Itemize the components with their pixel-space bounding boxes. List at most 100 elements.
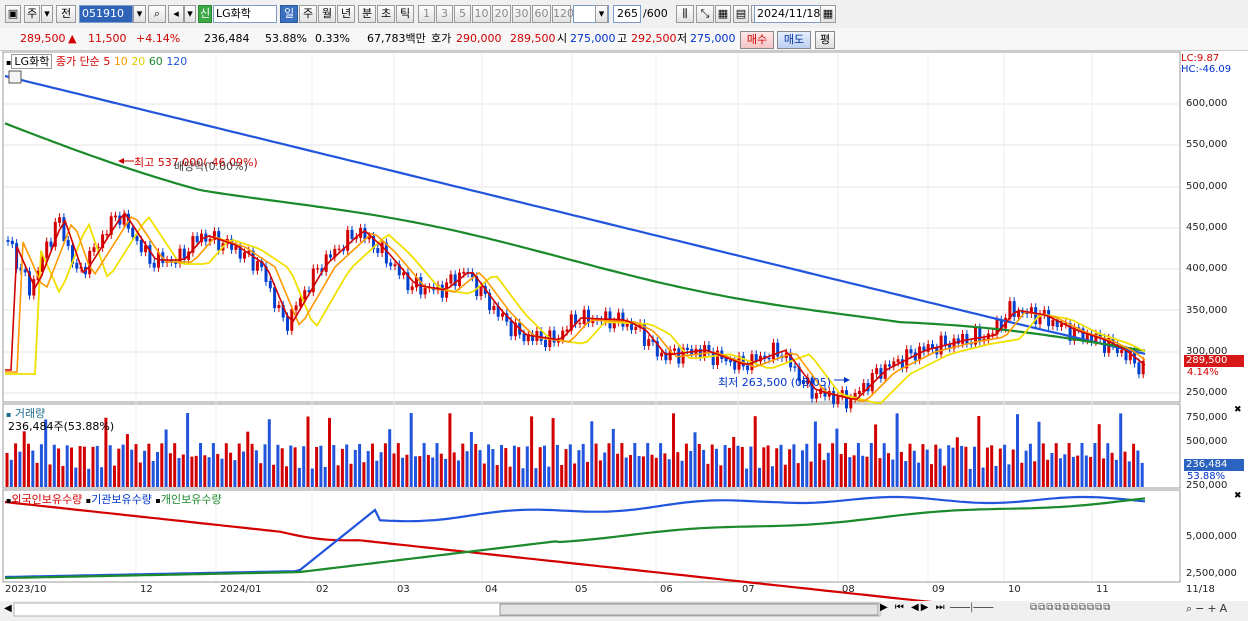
moving-average-lines bbox=[4, 74, 1146, 404]
table-icon[interactable]: ▦ bbox=[715, 5, 731, 23]
volume-bar bbox=[745, 468, 749, 487]
volume-bar bbox=[654, 457, 658, 487]
scroll-left-icon[interactable]: ◀ bbox=[4, 603, 12, 614]
zoom-controls[interactable]: ⌕−+A bbox=[1186, 602, 1231, 615]
save-icon[interactable]: ▤ bbox=[733, 5, 749, 23]
speaker-dropdown-icon[interactable]: ▾ bbox=[184, 5, 196, 23]
volume-bar bbox=[431, 457, 435, 487]
candle-body bbox=[604, 311, 608, 322]
candle-body bbox=[247, 250, 251, 254]
volume-bar bbox=[14, 443, 18, 487]
market-dropdown-icon[interactable]: ▾ bbox=[41, 5, 53, 23]
volume-bar bbox=[194, 455, 198, 487]
volume-bar bbox=[263, 444, 267, 487]
interval-button-5[interactable]: 5 bbox=[454, 5, 471, 23]
candle-body bbox=[853, 393, 857, 399]
x-axis-label: 11 bbox=[1096, 584, 1109, 595]
volume-bar bbox=[332, 445, 336, 487]
candle-body bbox=[1141, 360, 1145, 375]
candle-body bbox=[505, 313, 509, 322]
volume-bar bbox=[474, 443, 478, 487]
candle-body bbox=[802, 380, 805, 385]
zoom-slider[interactable]: ⎯⎯⎯⎯|⎯⎯⎯⎯ bbox=[950, 602, 994, 613]
period-day-tab[interactable]: 일 bbox=[280, 5, 298, 23]
volume-bar bbox=[414, 456, 417, 487]
volume-bar bbox=[831, 443, 835, 487]
period-minute-tab[interactable]: 분 bbox=[358, 5, 376, 23]
interval-button-3[interactable]: 3 bbox=[436, 5, 453, 23]
candle-body bbox=[814, 392, 818, 399]
stock-chart[interactable] bbox=[0, 50, 1248, 621]
period-year-tab[interactable]: 년 bbox=[337, 5, 355, 23]
volume-bar bbox=[1041, 443, 1045, 487]
candle-body bbox=[178, 248, 182, 264]
buy-button[interactable]: 매수 bbox=[740, 31, 774, 49]
period-week-tab[interactable]: 주 bbox=[299, 5, 317, 23]
volume-bar bbox=[775, 448, 779, 487]
interval-button-30[interactable]: 30 bbox=[512, 5, 531, 23]
code-dropdown-icon[interactable]: ▾ bbox=[133, 5, 146, 23]
volume-bar bbox=[362, 462, 366, 487]
volume-bar bbox=[39, 444, 43, 487]
data-count-input[interactable]: 265 bbox=[613, 5, 641, 23]
volume-bar bbox=[95, 445, 99, 487]
period-tick-tab[interactable]: 틱 bbox=[396, 5, 414, 23]
period-month-tab[interactable]: 월 bbox=[318, 5, 336, 23]
candle-body bbox=[999, 319, 1003, 329]
volume-bar bbox=[117, 448, 121, 487]
volume-bar bbox=[65, 445, 69, 487]
candle-body bbox=[1047, 310, 1051, 326]
interval-button-60[interactable]: 60 bbox=[532, 5, 551, 23]
volume-bar bbox=[684, 443, 688, 487]
candle-body bbox=[384, 242, 388, 264]
market-selector[interactable]: 주 bbox=[24, 5, 40, 23]
period-second-tab[interactable]: 초 bbox=[377, 5, 395, 23]
scroll-thumb[interactable] bbox=[499, 603, 879, 616]
volume-bar bbox=[727, 447, 731, 487]
volume-bar bbox=[1140, 462, 1144, 487]
drawing-tool-icon[interactable]: ⤡ bbox=[696, 5, 714, 23]
search-icon[interactable]: ⌕ bbox=[148, 5, 166, 23]
holdings-pane-close-icon[interactable]: ✖ bbox=[1234, 491, 1242, 501]
speaker-icon[interactable]: ◂ bbox=[168, 5, 184, 23]
interval-button-120[interactable]: 120 bbox=[552, 5, 574, 23]
window-menu-icon[interactable]: ▣ bbox=[5, 5, 21, 23]
data-table-icon[interactable] bbox=[8, 70, 22, 84]
interval-button-1[interactable]: 1 bbox=[418, 5, 435, 23]
candle-body bbox=[539, 331, 543, 341]
candle-body bbox=[406, 272, 410, 291]
chart-nav-controls[interactable]: ▶ ⏮ ◀▶ ⏭ bbox=[880, 602, 947, 613]
interval-button-20[interactable]: 20 bbox=[492, 5, 511, 23]
x-axis-last-date: 11/18 bbox=[1186, 584, 1215, 595]
sell-button[interactable]: 매도 bbox=[777, 31, 811, 49]
price-axis-tick: 450,000 bbox=[1186, 222, 1228, 233]
stock-name-field[interactable]: LG화학 bbox=[213, 5, 277, 23]
quote-bar: 289,500 ▲ 11,500 +4.14% 236,484 53.88% 0… bbox=[0, 28, 1248, 51]
candle-body bbox=[23, 269, 27, 273]
holdings-pane-title: ▪외국인보유수량 ▪기관보유수량 ▪개인보유수량 bbox=[6, 493, 222, 506]
candle-body bbox=[6, 240, 10, 242]
view-tool-icons[interactable]: ⧉⧉⧉⧉⧉⧉⧉⧉⧉⧉ bbox=[1030, 602, 1112, 613]
candle-body bbox=[974, 327, 977, 345]
candle-body bbox=[397, 264, 401, 276]
candle-body bbox=[28, 271, 31, 296]
candle-body bbox=[582, 309, 586, 324]
candle-body bbox=[182, 248, 186, 260]
volume-bar bbox=[1080, 443, 1084, 487]
volume-bar bbox=[680, 460, 684, 487]
interval-dropdown-icon[interactable]: ▾ bbox=[595, 5, 608, 23]
previous-button[interactable]: 전 bbox=[56, 5, 76, 23]
volume-bar bbox=[1033, 461, 1037, 487]
candle-type-icon[interactable]: ⫼ bbox=[676, 5, 694, 23]
volume-bar bbox=[371, 443, 374, 487]
evaluate-button[interactable]: 평 bbox=[815, 31, 835, 49]
volume-bar bbox=[285, 466, 288, 487]
volume-pane-close-icon[interactable]: ✖ bbox=[1234, 405, 1242, 415]
date-input[interactable]: 2024/11/18 bbox=[754, 5, 822, 23]
candle-body bbox=[144, 245, 148, 253]
calendar-icon[interactable]: ▦ bbox=[820, 5, 836, 23]
interval-button-10[interactable]: 10 bbox=[472, 5, 491, 23]
new-listing-tag: 신 bbox=[198, 5, 212, 23]
stock-code-input[interactable]: 051910 bbox=[79, 5, 133, 23]
hc-label: HC:-46.09 bbox=[1181, 64, 1232, 75]
